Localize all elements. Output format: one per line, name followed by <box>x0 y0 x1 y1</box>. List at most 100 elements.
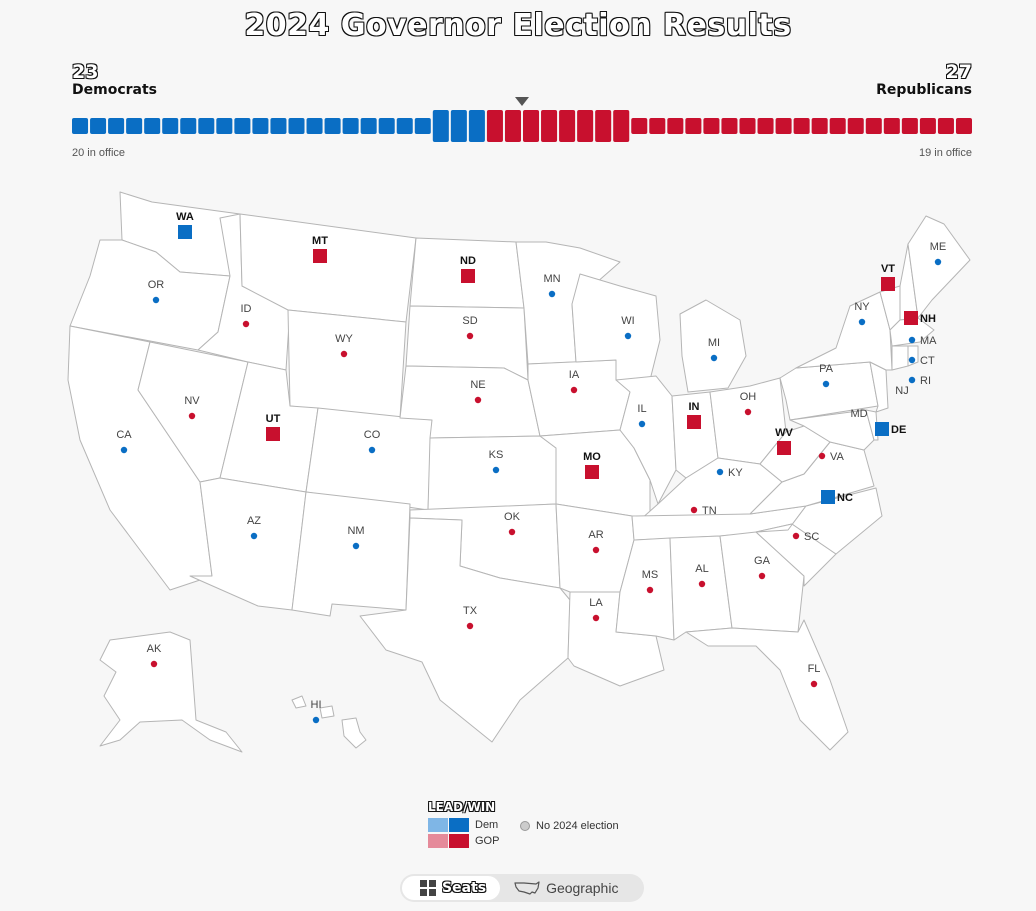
state-label-az: AZ <box>247 515 261 527</box>
gop-seat[interactable] <box>776 118 792 134</box>
dem-seat[interactable] <box>288 118 304 134</box>
dem-seat[interactable] <box>397 118 413 134</box>
gop-seat[interactable] <box>866 118 882 134</box>
dem-seat[interactable] <box>469 110 485 142</box>
gop-seat[interactable] <box>938 118 954 134</box>
state-dot-sc <box>793 533 799 539</box>
state-result-wv[interactable] <box>777 441 791 455</box>
dem-seat[interactable] <box>379 118 395 134</box>
view-toggle: Seats Geographic <box>400 874 644 902</box>
state-result-mo[interactable] <box>585 465 599 479</box>
dem-in-office: 20 in office <box>72 147 125 159</box>
state-label-il: IL <box>637 403 646 415</box>
gop-in-office: 19 in office <box>919 147 972 159</box>
dem-seat[interactable] <box>126 118 142 134</box>
state-result-nc[interactable] <box>821 490 835 504</box>
state-shape-ny[interactable] <box>796 292 892 370</box>
gop-seat[interactable] <box>631 118 647 134</box>
legend-dem-label: Dem <box>475 819 498 831</box>
state-result-vt[interactable] <box>881 277 895 291</box>
state-result-nd[interactable] <box>461 269 475 283</box>
seat-bar <box>72 96 972 146</box>
gop-seat[interactable] <box>794 118 810 134</box>
legend-gop-lead-swatch <box>428 834 448 848</box>
gop-seat[interactable] <box>541 110 557 142</box>
gop-seat[interactable] <box>685 118 701 134</box>
state-label-tx: TX <box>463 605 478 617</box>
dem-seat[interactable] <box>144 118 160 134</box>
state-shape-me[interactable] <box>908 216 970 318</box>
gop-seat[interactable] <box>523 110 539 142</box>
dem-seat[interactable] <box>252 118 268 134</box>
dem-seat[interactable] <box>198 118 214 134</box>
state-result-de[interactable] <box>875 422 889 436</box>
gop-seat[interactable] <box>649 118 665 134</box>
gop-seat[interactable] <box>595 110 611 142</box>
gop-seat[interactable] <box>902 118 918 134</box>
dem-seat[interactable] <box>343 118 359 134</box>
dem-seat[interactable] <box>162 118 178 134</box>
gop-seat[interactable] <box>667 118 683 134</box>
gop-seat[interactable] <box>830 118 846 134</box>
seats-view-button[interactable]: Seats <box>402 876 500 900</box>
state-label-nm: NM <box>347 525 364 537</box>
state-label-al: AL <box>695 563 708 575</box>
dem-seat[interactable] <box>433 110 449 142</box>
gop-seat[interactable] <box>812 118 828 134</box>
state-label-nv: NV <box>184 395 200 407</box>
state-label-nj: NJ <box>895 385 908 397</box>
state-dot-ks <box>493 467 499 473</box>
state-shape-ct[interactable] <box>892 346 908 370</box>
gop-seat[interactable] <box>956 118 972 134</box>
state-result-ut[interactable] <box>266 427 280 441</box>
geographic-view-button[interactable]: Geographic <box>500 876 618 900</box>
state-result-mt[interactable] <box>313 249 327 263</box>
gop-seat[interactable] <box>758 118 774 134</box>
state-shape-ks[interactable] <box>428 436 556 510</box>
gop-seat[interactable] <box>559 110 575 142</box>
gop-seat[interactable] <box>703 118 719 134</box>
state-result-nh[interactable] <box>904 311 918 325</box>
gop-seat[interactable] <box>487 110 503 142</box>
state-label-va: VA <box>830 451 845 463</box>
state-shape-hi[interactable] <box>292 696 366 748</box>
state-dot-nv <box>189 413 195 419</box>
gop-seat[interactable] <box>739 118 755 134</box>
dem-seat[interactable] <box>180 118 196 134</box>
state-dot-il <box>639 421 645 427</box>
gop-seat[interactable] <box>613 110 629 142</box>
state-dot-sd <box>467 333 473 339</box>
state-shape-ak[interactable] <box>100 632 242 752</box>
state-dot-ri <box>909 377 915 383</box>
dem-seat[interactable] <box>361 118 377 134</box>
dem-seat[interactable] <box>307 118 323 134</box>
dem-seat[interactable] <box>72 118 88 134</box>
state-result-in[interactable] <box>687 415 701 429</box>
state-shape-nm[interactable] <box>292 492 410 616</box>
state-dot-ne <box>475 397 481 403</box>
state-result-wa[interactable] <box>178 225 192 239</box>
dem-seat[interactable] <box>90 118 106 134</box>
gop-seat[interactable] <box>884 118 900 134</box>
dem-seat[interactable] <box>234 118 250 134</box>
gop-seat[interactable] <box>505 110 521 142</box>
dem-seat[interactable] <box>216 118 232 134</box>
state-label-in: IN <box>689 401 700 413</box>
dem-seat[interactable] <box>325 118 341 134</box>
gop-seat[interactable] <box>577 110 593 142</box>
state-shape-fl[interactable] <box>686 620 848 750</box>
state-label-mo: MO <box>583 451 601 463</box>
gop-seat[interactable] <box>920 118 936 134</box>
gop-seat[interactable] <box>721 118 737 134</box>
state-dot-ok <box>509 529 515 535</box>
dem-seat[interactable] <box>108 118 124 134</box>
state-label-ut: UT <box>266 413 281 425</box>
gop-seat[interactable] <box>848 118 864 134</box>
state-dot-mi <box>711 355 717 361</box>
dem-seat[interactable] <box>451 110 467 142</box>
state-shape-wy[interactable] <box>288 310 406 418</box>
dem-seat[interactable] <box>415 118 431 134</box>
state-dot-ga <box>759 573 765 579</box>
state-label-wv: WV <box>775 427 793 439</box>
dem-seat[interactable] <box>270 118 286 134</box>
